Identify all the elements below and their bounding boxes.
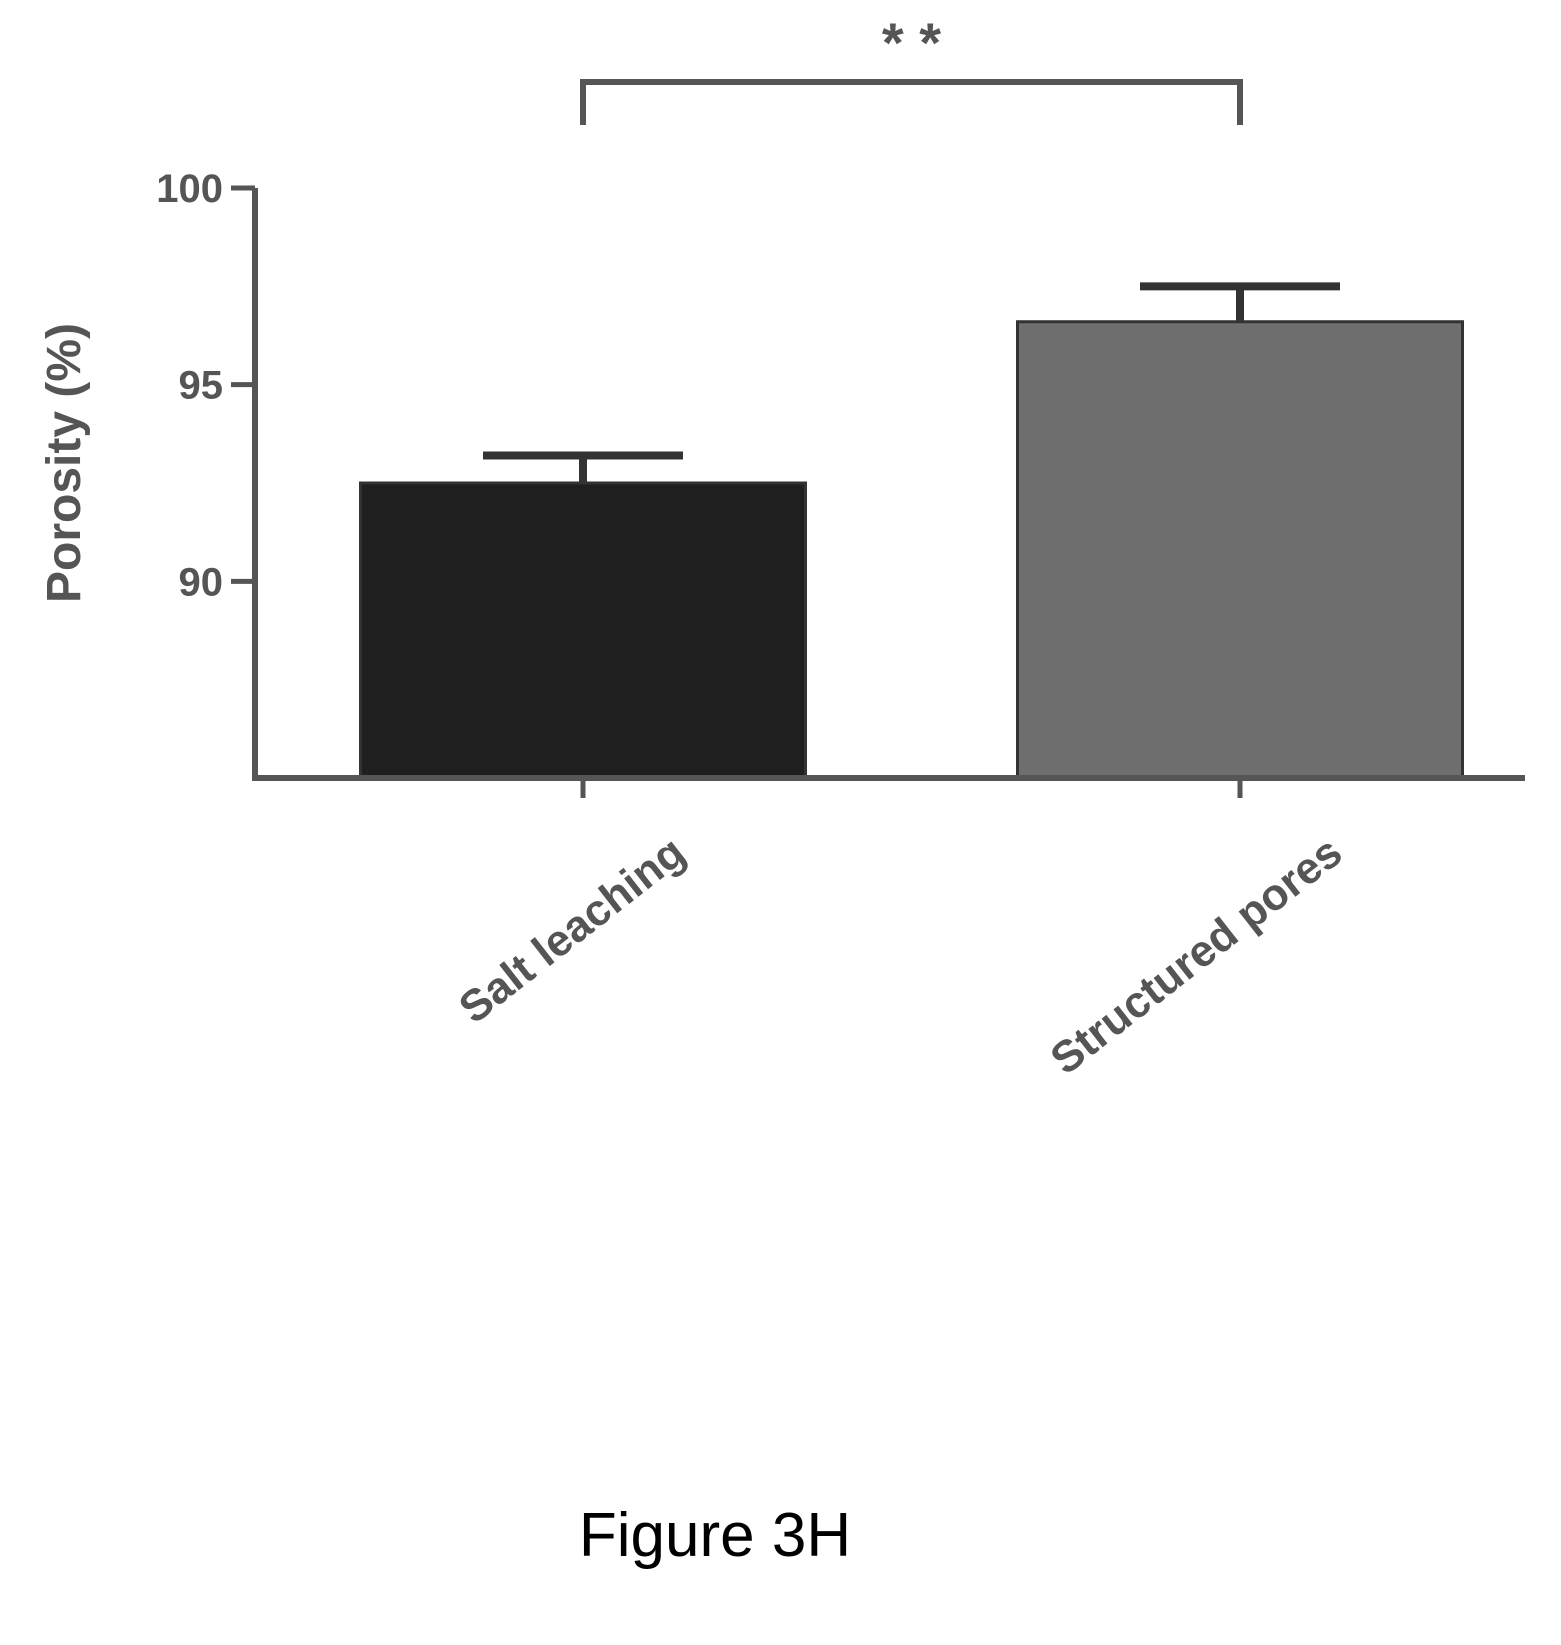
error-bars-layer: [483, 282, 1340, 483]
x-category-label-1: Structured pores: [1042, 827, 1352, 1084]
y-tick-label-2: 100: [156, 167, 223, 211]
axes-layer: [252, 188, 1525, 781]
x-ticks-layer: Salt leaching Structured pores: [450, 778, 1351, 1084]
significance-bracket: [580, 79, 1243, 125]
bar-1: [1016, 320, 1464, 780]
bars-layer: [359, 320, 1464, 780]
y-tick-label-0: 90: [179, 560, 224, 604]
y-tick-label-1: 95: [179, 364, 224, 408]
bar-0: [359, 481, 807, 780]
x-category-label-0: Salt leaching: [450, 827, 694, 1033]
significance-label: * *: [882, 11, 941, 74]
y-ticks-layer: 90 95 100: [156, 167, 255, 604]
y-axis-title: Porosity (%): [38, 323, 91, 603]
figure-caption: Figure 3H: [578, 1501, 852, 1570]
significance-layer: * *: [580, 11, 1243, 125]
